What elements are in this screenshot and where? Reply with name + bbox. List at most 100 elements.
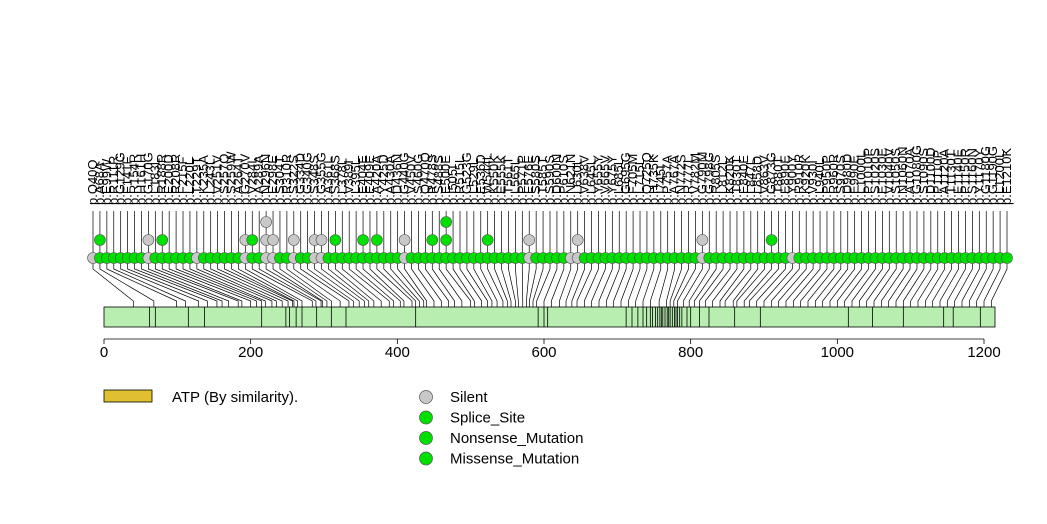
connector-line	[203, 267, 277, 307]
mutation-label: p.N1060N	[895, 146, 910, 205]
mutation-label: p.N621N	[563, 154, 578, 205]
connector-line	[244, 267, 303, 307]
mutation-label: p.S348S	[307, 155, 322, 205]
mutation-label: p.E536D	[473, 154, 488, 205]
connector-line	[224, 267, 293, 307]
mutation-label: p.E990E	[847, 155, 862, 205]
connector-line	[635, 267, 648, 307]
mutation-label: p.S322S	[286, 155, 301, 205]
mutation-label: p.N772S	[674, 154, 689, 205]
mutation-label: p.E500E	[438, 155, 453, 205]
connector-line	[390, 267, 420, 307]
legend-silent-label: Silent	[450, 389, 488, 406]
mutation-label: p.L858D	[750, 156, 765, 205]
mutation-label: p.R777L	[680, 156, 695, 205]
mutation-label: p.R960R	[826, 154, 841, 205]
x-axis: 0 200 400 600 800 1000 1200	[100, 338, 1001, 361]
connector-line	[858, 267, 883, 307]
connector-line	[334, 267, 375, 307]
mutation-label: p.L847L	[743, 158, 758, 205]
mutation-label: p.P610S	[556, 155, 571, 205]
mutation-label: p.A1120A	[937, 149, 952, 205]
mutation-label: p.P1010P	[861, 148, 876, 205]
mutation-label: p.E404E	[355, 155, 370, 205]
mutation-label: p.S304T	[272, 156, 287, 205]
connector-line	[763, 267, 793, 307]
mutation-label: p.I505I	[445, 165, 460, 205]
mutation-label: p.L395L	[348, 158, 363, 205]
connector-line	[976, 267, 994, 307]
connector-line	[480, 267, 498, 307]
axis-tick-label: 0	[100, 344, 108, 361]
connector-line	[688, 267, 710, 307]
connector-line	[265, 267, 322, 307]
mutation-label: p.E1030E	[874, 148, 889, 205]
connector-line	[418, 267, 442, 307]
mutation-point	[426, 234, 439, 246]
mutation-label: p.Y655Y	[590, 155, 605, 205]
mutation-point	[329, 234, 342, 246]
connector-line	[328, 267, 370, 307]
mutation-label: p.R805S	[708, 154, 723, 205]
mutation-label: p.F705M	[625, 154, 640, 205]
connector-line	[397, 267, 425, 307]
connector-line	[682, 267, 703, 307]
mutation-label: p.R208R	[168, 154, 183, 205]
mutation-label: p.K920K	[798, 155, 813, 205]
axis-tick-label: 1000	[821, 344, 854, 361]
connector-line	[341, 267, 382, 307]
connector-line	[293, 267, 341, 307]
mutation-label: p.S1050S	[888, 148, 903, 205]
connector-line	[669, 267, 682, 307]
connector-line	[307, 267, 354, 307]
mutation-point	[440, 234, 452, 246]
mutation-label: p.G798G	[701, 152, 716, 205]
legend-splice-site-marker	[419, 410, 433, 425]
legend-domain-label: ATP (By similarity).	[172, 389, 298, 406]
connector-line	[300, 267, 350, 307]
mutation-label: p.R111R	[106, 156, 121, 205]
mutation-label: p.N296N	[258, 154, 273, 205]
mutation-label: p.V1040V	[881, 148, 896, 205]
connector-line	[990, 267, 1008, 307]
connector-line	[866, 267, 890, 307]
connector-line	[272, 267, 323, 307]
connector-line	[880, 267, 904, 307]
connector-line	[120, 267, 199, 307]
mutation-label: p.G1080G	[909, 145, 924, 205]
mutation-point	[481, 234, 494, 246]
protein-bar	[103, 306, 996, 328]
connector-line	[515, 267, 519, 307]
mutation-label: p.E555K	[494, 155, 509, 205]
mutation-label: p.I745I	[653, 165, 668, 205]
mutation-label: p.K235A	[196, 155, 211, 205]
mutation-label: p.L645L	[584, 158, 599, 205]
connector-line	[932, 267, 952, 307]
mutation-label: p.A420A	[369, 155, 384, 205]
mutation-label: p.S460G	[410, 154, 425, 205]
mutation-label: p.R154R	[127, 154, 142, 205]
connector-line	[501, 267, 512, 307]
legend-domain-swatch	[103, 389, 153, 403]
connector-line	[321, 267, 365, 307]
mutation-label: p.Q725Q	[639, 152, 654, 205]
connector-line	[807, 267, 835, 307]
connector-line	[756, 267, 786, 307]
connector-line	[459, 267, 483, 307]
connector-line	[571, 267, 585, 307]
mutation-label: p.T561T	[500, 157, 515, 205]
mutation-label: p.Y425D	[376, 154, 391, 205]
mutation-label: p.D1100D	[923, 147, 938, 205]
connector-line	[92, 267, 134, 307]
mutation-label: p.A767A	[667, 155, 682, 205]
mutation-label: p.V863V	[757, 155, 772, 205]
connector-line	[189, 267, 266, 307]
connector-line	[658, 267, 669, 307]
mutation-label: p.E1210K	[999, 148, 1014, 205]
connector-line	[383, 267, 417, 307]
mutation-point	[398, 234, 411, 246]
mutation-label: p.V638V	[577, 155, 592, 205]
mutation-label: p.D600N	[549, 154, 564, 205]
connector-line	[983, 267, 1001, 307]
connector-lines	[92, 267, 1008, 307]
